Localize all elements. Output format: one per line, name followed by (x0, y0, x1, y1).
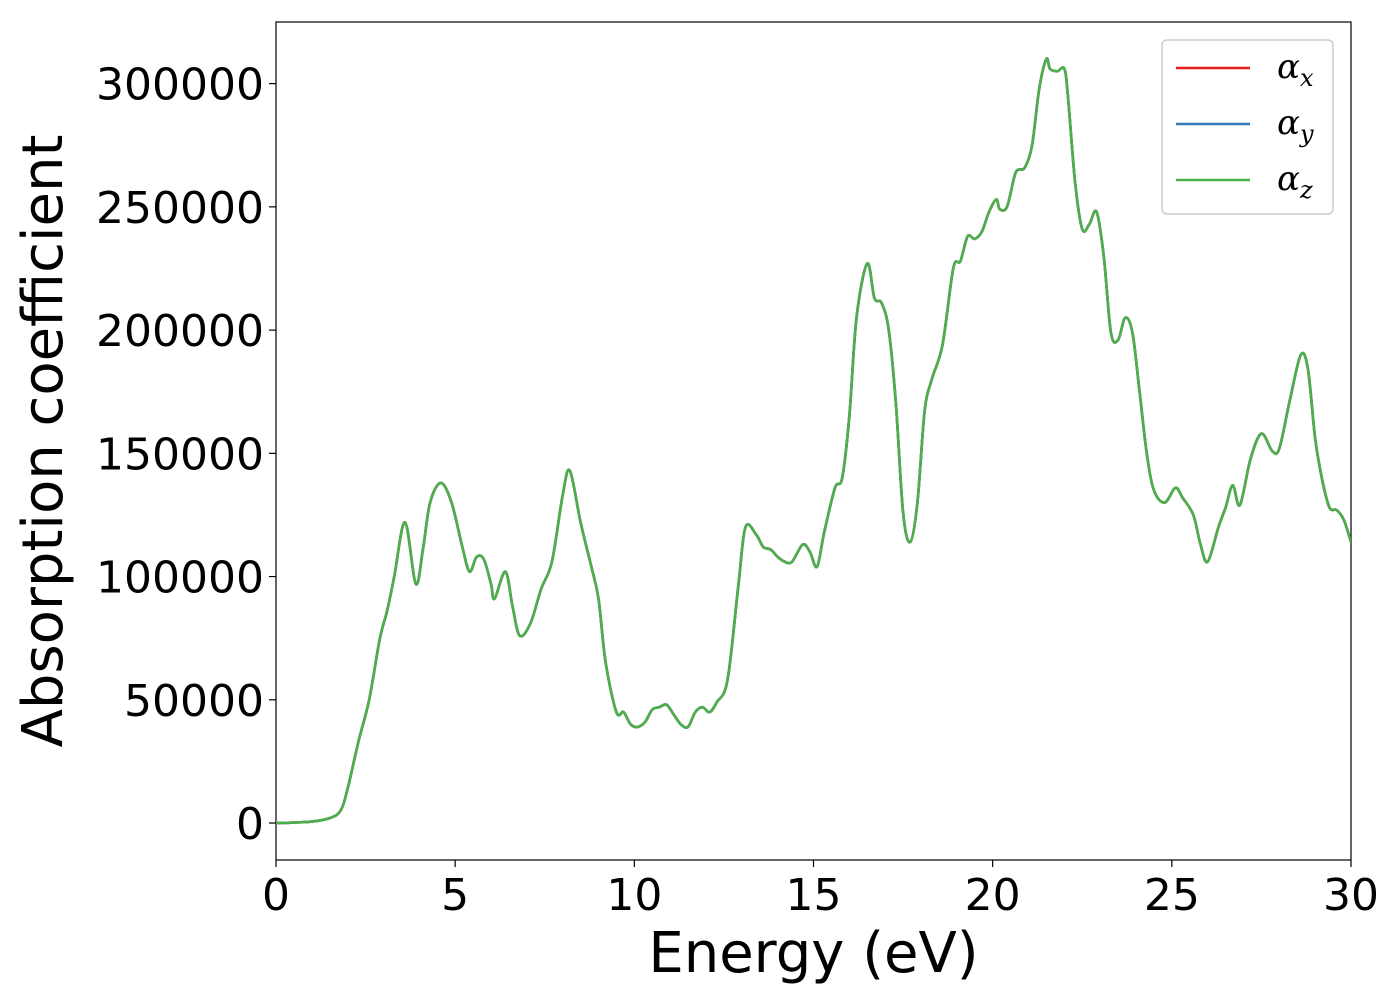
y-axis-ticks: 0 50000 100000 150000 200000 250000 300000 (96, 60, 276, 850)
x-axis-ticks: 0 5 10 15 20 25 30 (262, 860, 1379, 921)
y-tick-label: 0 (236, 799, 264, 850)
legend-box (1161, 39, 1334, 215)
legend-label-x: αx (1277, 47, 1314, 92)
x-tick-label: 30 (1323, 870, 1379, 921)
x-tick-label: 25 (1144, 870, 1200, 921)
legend: αx αy αz (1161, 39, 1334, 215)
y-tick-label: 100000 (96, 553, 264, 604)
y-tick-label: 200000 (96, 306, 264, 357)
series-lines (276, 57, 1351, 825)
legend-label-z: αz (1277, 159, 1313, 204)
y-tick-label: 50000 (124, 676, 264, 727)
y-tick-label: 300000 (96, 60, 264, 111)
x-tick-label: 5 (441, 870, 469, 921)
y-axis-label: Absorption coefficient (11, 135, 76, 748)
x-tick-label: 20 (965, 870, 1021, 921)
x-axis-label: Energy (eV) (648, 921, 978, 986)
y-tick-label: 250000 (96, 183, 264, 234)
x-tick-label: 0 (262, 870, 290, 921)
x-tick-label: 15 (786, 870, 842, 921)
x-tick-label: 10 (606, 870, 662, 921)
y-tick-label: 150000 (96, 429, 264, 480)
series-line-z (276, 57, 1351, 825)
legend-label-y: αy (1277, 103, 1314, 148)
